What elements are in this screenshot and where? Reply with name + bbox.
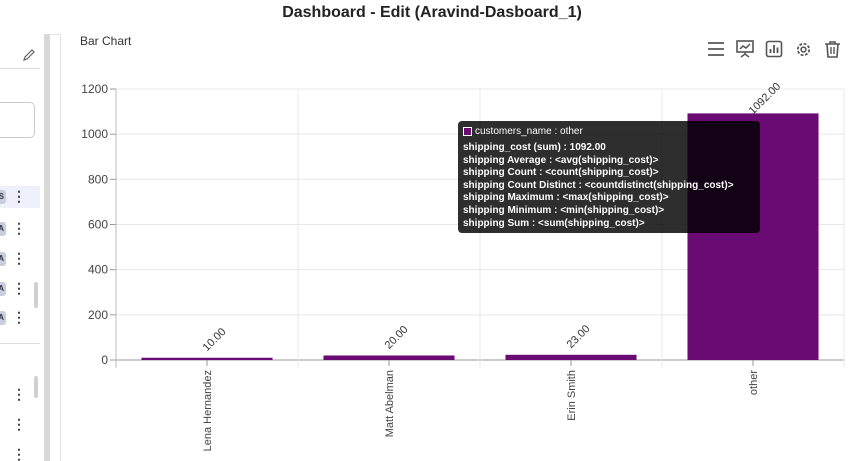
y-tick-label: 200	[88, 308, 108, 322]
tooltip-line: shipping_cost (sum) : 1092.00	[463, 142, 606, 153]
data-label: 20.00	[383, 324, 411, 352]
name-field[interactable]	[0, 44, 40, 69]
bar	[141, 357, 273, 360]
panel-row[interactable]: ⋮	[0, 384, 40, 406]
tooltip-line: shipping Sum : <sum(shipping_cost)>	[463, 217, 645, 229]
kebab-menu-icon[interactable]: ⋮	[12, 446, 26, 461]
field-row[interactable]: A ⋮	[0, 307, 40, 329]
data-label: 10.00	[201, 326, 229, 354]
divider	[60, 34, 61, 461]
tooltip-header: customers_name : other	[463, 124, 755, 138]
y-tick-label: 1000	[81, 127, 108, 141]
legend-swatch	[463, 126, 472, 136]
field-row[interactable]: A ⋮	[0, 248, 40, 270]
field-type-badge: A	[0, 252, 6, 266]
bar	[323, 355, 455, 360]
field-type-badge: A	[0, 282, 6, 296]
divider	[0, 343, 40, 344]
bar	[505, 354, 637, 360]
field-row[interactable]: A ⋮	[0, 218, 40, 240]
data-label: 1092.00	[747, 81, 784, 118]
field-row[interactable]: S ⋮	[0, 186, 40, 208]
scrollbar-thumb[interactable]	[34, 376, 38, 398]
chart-tooltip: customers_name : other shipping_cost (su…	[458, 121, 760, 233]
kebab-menu-icon[interactable]: ⋮	[12, 280, 26, 296]
tooltip-line: shipping Count : <count(shipping_cost)>	[463, 167, 659, 179]
gear-icon[interactable]	[792, 38, 814, 60]
pencil-icon[interactable]	[22, 48, 36, 65]
tooltip-header-text: customers_name : other	[475, 125, 583, 137]
x-tick-label: other	[748, 370, 760, 395]
panel-row[interactable]: ⋮	[0, 444, 40, 461]
field-type-badge: S	[0, 190, 6, 204]
y-tick-label: 400	[88, 263, 108, 277]
field-type-badge: A	[0, 311, 6, 325]
chart-type-label: Bar Chart	[80, 34, 132, 48]
window-title: Dashboard - Edit (Aravind-Dasboard_1)	[282, 4, 582, 21]
tooltip-line: shipping Average : <avg(shipping_cost)>	[463, 154, 659, 166]
y-tick-label: 600	[88, 218, 108, 232]
field-row[interactable]: A ⋮	[0, 278, 40, 300]
kebab-menu-icon[interactable]: ⋮	[12, 416, 26, 432]
kebab-menu-icon[interactable]: ⋮	[12, 386, 26, 402]
kebab-menu-icon[interactable]: ⋮	[12, 220, 26, 236]
panel-row[interactable]: ⋮	[0, 414, 40, 436]
y-tick-label: 800	[88, 172, 108, 186]
scrollbar-thumb[interactable]	[34, 282, 38, 308]
bar-chart-icon[interactable]	[763, 38, 785, 60]
y-tick-label: 0	[101, 353, 108, 367]
menu-icon[interactable]	[705, 38, 727, 60]
x-tick-label: Lena Hernandez	[202, 370, 214, 451]
presentation-chart-icon[interactable]	[734, 38, 756, 60]
field-type-badge: A	[0, 222, 6, 236]
y-tick-label: 1200	[81, 82, 108, 96]
kebab-menu-icon[interactable]: ⋮	[12, 309, 26, 325]
tooltip-line: shipping Maximum : <max(shipping_cost)>	[463, 192, 669, 204]
tooltip-line: shipping Minimum : <min(shipping_cost)>	[463, 204, 665, 216]
left-panel: S ⋮ A ⋮ A ⋮ A ⋮ A ⋮ ⋮ ⋮ ⋮	[0, 34, 44, 461]
tooltip-line: shipping Count Distinct : <countdistinct…	[463, 179, 734, 191]
title-bar: Dashboard - Edit (Aravind-Dasboard_1)	[0, 0, 864, 35]
panel-resize-handle[interactable]	[44, 34, 50, 461]
search-input[interactable]	[0, 102, 35, 138]
data-label: 23.00	[565, 323, 593, 351]
trash-icon[interactable]	[821, 38, 843, 60]
x-tick-label: Matt Abelman	[384, 370, 396, 437]
x-tick-label: Erin Smith	[566, 370, 578, 421]
kebab-menu-icon[interactable]: ⋮	[12, 250, 26, 266]
kebab-menu-icon[interactable]: ⋮	[12, 188, 26, 204]
